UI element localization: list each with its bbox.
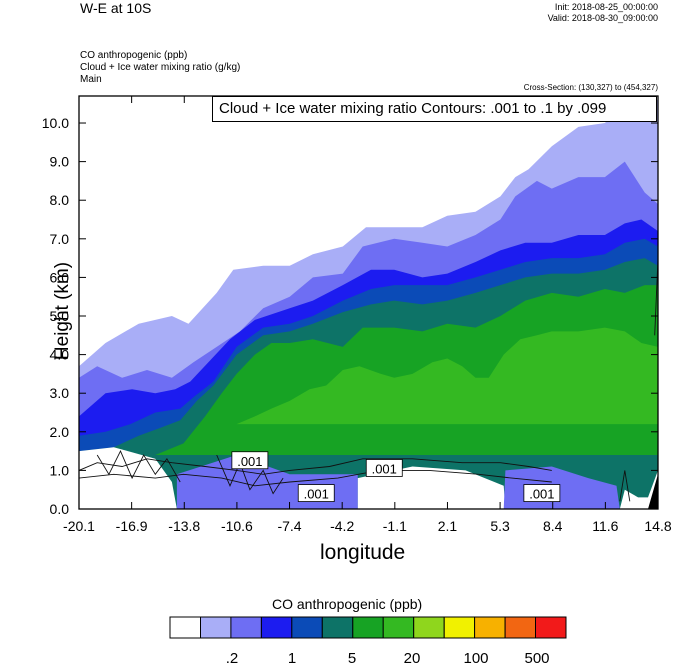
- x-tick-label: -10.6: [221, 518, 253, 534]
- x-axis-label: longitude: [320, 541, 406, 564]
- x-tick-label: 14.8: [644, 518, 671, 534]
- x-tick-label: -4.2: [330, 518, 354, 534]
- y-tick-label: 5.0: [50, 308, 70, 324]
- y-tick-label: 9.0: [50, 154, 70, 170]
- colorbar-swatch: [504, 616, 537, 639]
- colorbar-swatch: [443, 616, 476, 639]
- colorbar-label: 500: [524, 650, 550, 667]
- surface-clear-region-center: [357, 466, 506, 509]
- colorbar-swatch: [260, 616, 293, 639]
- y-tick-label: 8.0: [50, 192, 70, 208]
- co-band-level-7: [236, 327, 658, 425]
- colorbar-swatch: [169, 616, 201, 639]
- plot-title: W-E at 10S: [80, 0, 152, 16]
- colorbar-title: CO anthropogenic (ppb): [272, 596, 423, 612]
- x-tick-label: -16.9: [116, 518, 148, 534]
- x-tick-label: 11.6: [592, 518, 618, 534]
- init-time: Init: 2018-08-25_00:00:00: [554, 2, 658, 12]
- y-tick-label: 4.0: [50, 347, 70, 363]
- terrain: [648, 474, 658, 509]
- x-tick-label: -20.1: [63, 518, 95, 534]
- colorbar-label: 5: [347, 650, 357, 667]
- contour-label: .001: [297, 484, 335, 502]
- surface-clear-region-west: [79, 447, 177, 509]
- colorbar-label: .2: [225, 650, 239, 667]
- colorbar-label: 20: [403, 650, 421, 667]
- colorbar-swatch: [352, 616, 384, 639]
- y-axis-label: Height (km): [52, 261, 74, 361]
- x-tick-label: 8.4: [543, 518, 563, 534]
- colorbar-swatch: [321, 616, 354, 639]
- cloud-contour-line: [79, 458, 552, 475]
- field-label-cloud: Cloud + Ice water mixing ratio (g/kg): [80, 62, 241, 73]
- cloud-contour-line: [79, 469, 552, 487]
- colorbar-swatch: [382, 616, 415, 639]
- y-tick-label: 0.0: [50, 501, 70, 517]
- field-label-main: Main: [80, 74, 102, 85]
- y-tick-label: 1.0: [50, 462, 70, 478]
- y-tick-label: 2.0: [50, 424, 70, 440]
- svg-text:.001: .001: [372, 461, 397, 476]
- colorbar-swatch: [474, 616, 506, 639]
- cloud-contour-line: [96, 450, 181, 483]
- y-tick-label: 6.0: [50, 269, 70, 285]
- valid-time: Valid: 2018-08-30_09:00:00: [547, 13, 658, 23]
- contour-info-text: Cloud + Ice water mixing ratio Contours:…: [219, 100, 607, 117]
- y-tick-label: 7.0: [50, 231, 70, 247]
- cross-section-label: Cross-Section: (130,327) to (454,327): [523, 83, 658, 92]
- colorbar-swatch: [291, 616, 323, 639]
- contour-info-box: Cloud + Ice water mixing ratio Contours:…: [212, 96, 657, 122]
- svg-text:.001: .001: [529, 487, 554, 502]
- x-tick-label: -7.4: [277, 518, 301, 534]
- field-label-co: CO anthropogenic (ppb): [80, 50, 188, 61]
- colorbar-swatch: [230, 616, 262, 639]
- contour-label: .001: [523, 484, 561, 502]
- colorbar-swatch: [535, 616, 567, 639]
- colorbar-label: 100: [463, 650, 489, 667]
- colorbar-swatch: [413, 616, 445, 639]
- contour-label: .001: [365, 459, 403, 477]
- contour-label: .001: [231, 451, 269, 470]
- x-tick-label: 2.1: [438, 518, 458, 534]
- x-tick-label: -13.8: [168, 518, 200, 534]
- svg-text:.001: .001: [237, 454, 262, 469]
- cloud-contour-line: [619, 470, 631, 502]
- x-tick-label: -1.1: [383, 518, 407, 534]
- y-tick-label: 10.0: [42, 115, 69, 131]
- x-tick-label: 5.3: [490, 518, 510, 534]
- cloud-contour-line: [216, 454, 284, 495]
- svg-text:.001: .001: [304, 487, 329, 502]
- colorbar-swatch: [200, 616, 232, 639]
- colorbar-label: 1: [287, 650, 297, 667]
- y-tick-label: 3.0: [50, 385, 70, 401]
